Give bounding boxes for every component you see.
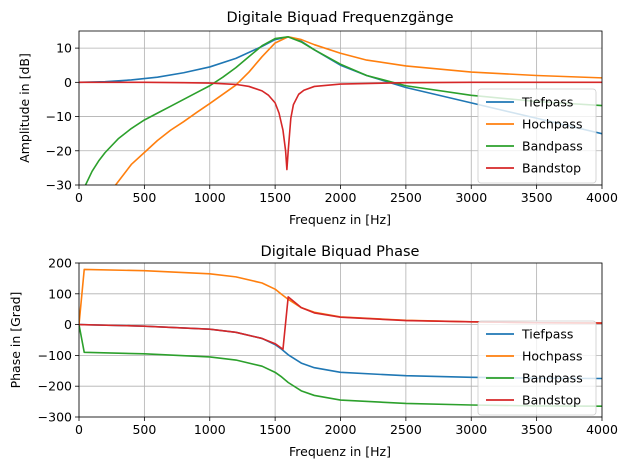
amplitude-chart-title: Digitale Biquad Frequenzgänge <box>227 10 454 26</box>
amplitude-y-tick-label: −10 <box>46 109 72 124</box>
phase-y-tick-label: −300 <box>38 410 72 425</box>
phase-chart-title: Digitale Biquad Phase <box>261 244 420 260</box>
phase-legend-box <box>477 320 597 416</box>
amplitude-series-bandpass <box>84 36 602 185</box>
amplitude-x-tick-label: 4000 <box>586 190 618 205</box>
amplitude-x-axis-label: Frequenz in [Hz] <box>289 212 391 227</box>
phase-y-tick-label: 0 <box>64 317 72 332</box>
phase-y-tick-label: 100 <box>48 286 72 301</box>
amplitude-x-tick-label: 500 <box>132 190 156 205</box>
amplitude-chart: Digitale Biquad Frequenzgänge Frequenz i… <box>17 10 618 227</box>
amplitude-legend-label-tiefpass: Tiefpass <box>521 95 573 110</box>
amplitude-y-tick-label: −30 <box>46 178 72 193</box>
amplitude-x-tick-label: 2000 <box>325 190 357 205</box>
amplitude-x-tick-label: 0 <box>75 190 83 205</box>
phase-chart: Digitale Biquad Phase Frequenz in [Hz] P… <box>8 244 618 459</box>
amplitude-y-axis-label: Amplitude in [dB] <box>17 53 32 163</box>
phase-y-axis-label: Phase in [Grad] <box>8 292 23 389</box>
amplitude-x-tick-label: 3500 <box>521 190 553 205</box>
amplitude-y-tick-label: 0 <box>64 75 72 90</box>
amplitude-x-tick-label: 1000 <box>194 190 226 205</box>
phase-x-tick-label: 1500 <box>259 422 291 437</box>
phase-legend: Tiefpass Hochpass Bandpass Bandstop <box>477 320 597 416</box>
amplitude-legend-label-hochpass: Hochpass <box>522 117 582 132</box>
phase-x-tick-label: 1000 <box>194 422 226 437</box>
amplitude-legend: Tiefpass Hochpass Bandpass Bandstop <box>477 88 597 184</box>
amplitude-series-hochpass <box>114 36 602 185</box>
amplitude-series-bandstop <box>79 81 602 171</box>
phase-series-group <box>79 268 602 408</box>
phase-x-tick-label: 2500 <box>390 422 422 437</box>
amplitude-legend-label-bandpass: Bandpass <box>522 139 583 154</box>
phase-x-tick-label: 4000 <box>586 422 618 437</box>
phase-x-tick-label: 2000 <box>325 422 357 437</box>
amplitude-legend-label-bandstop: Bandstop <box>522 161 581 176</box>
phase-legend-label-hochpass: Hochpass <box>522 349 582 364</box>
phase-y-tick-label: −100 <box>38 348 72 363</box>
phase-legend-label-bandpass: Bandpass <box>522 371 583 386</box>
phase-x-tick-label: 500 <box>132 422 156 437</box>
phase-x-tick-label: 3500 <box>521 422 553 437</box>
amplitude-x-tick-label: 3000 <box>455 190 487 205</box>
amplitude-series-group <box>79 36 602 185</box>
phase-legend-label-bandstop: Bandstop <box>522 393 581 408</box>
amplitude-x-tick-label: 1500 <box>259 190 291 205</box>
amplitude-y-tick-label: −20 <box>46 143 72 158</box>
phase-series-bandpass <box>79 323 602 408</box>
phase-x-tick-label: 0 <box>75 422 83 437</box>
phase-y-tick-label: −200 <box>38 379 72 394</box>
phase-series-bandstop <box>79 296 602 351</box>
phase-x-tick-label: 3000 <box>455 422 487 437</box>
phase-x-axis-label: Frequenz in [Hz] <box>289 444 391 459</box>
amplitude-x-tick-label: 2500 <box>390 190 422 205</box>
phase-y-tick-label: 200 <box>48 256 72 271</box>
amplitude-legend-box <box>477 88 597 184</box>
phase-legend-label-tiefpass: Tiefpass <box>521 327 573 342</box>
amplitude-y-tick-label: 10 <box>56 41 72 56</box>
